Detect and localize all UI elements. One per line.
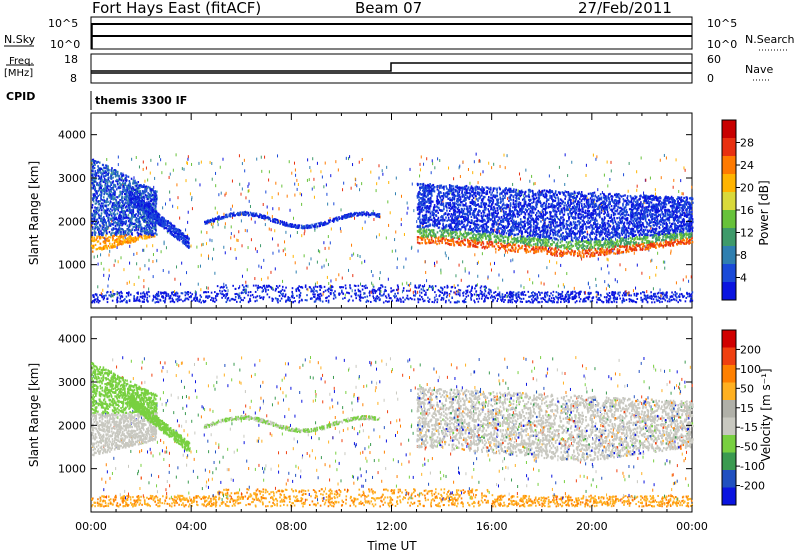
- power-ytick-2: 3000: [58, 172, 86, 185]
- power-cbar-swatch-3: [722, 228, 736, 246]
- velocity-cbar-swatch-6: [722, 382, 736, 400]
- velocity-cbar-tick-0: 200: [740, 343, 761, 356]
- power-cbar-swatch-5: [722, 192, 736, 210]
- xtick-6: 00:00: [676, 520, 708, 533]
- velocity-cbar-swatch-8: [722, 347, 736, 365]
- power-field: [91, 152, 694, 304]
- velocity-ytick-1: 2000: [58, 419, 86, 432]
- power-panel: 1000 2000 3000 4000 Slant Range [km]: [27, 112, 694, 309]
- freq-label: Freq.: [9, 56, 34, 67]
- freq-unit: [MHz]: [4, 68, 33, 79]
- power-cbar-swatch-7: [722, 156, 736, 174]
- power-ylabel: Slant Range [km]: [27, 161, 41, 265]
- xtick-1: 04:00: [175, 520, 207, 533]
- power-cbar-swatch-4: [722, 210, 736, 228]
- nsky-panel: 10^5 10^0 10^5 10^0 N.Sky N.Search: [4, 16, 795, 51]
- nave-label: Nave: [745, 63, 773, 76]
- power-ytick-3: 4000: [58, 129, 86, 142]
- power-cbar-tick-4: 20: [740, 182, 754, 195]
- velocity-cbar-label: Velocity [m s⁻¹]: [759, 368, 773, 461]
- xtick-2: 08:00: [275, 520, 307, 533]
- velocity-cbar-tick-5: -50: [740, 441, 758, 454]
- nsky-label: N.Sky: [4, 33, 36, 46]
- velocity-ytick-2: 3000: [58, 376, 86, 389]
- power-cbar-swatch-8: [722, 138, 736, 156]
- cpid-panel: CPID themis 3300 IF: [6, 90, 187, 110]
- velocity-cbar-tick-4: -15: [740, 421, 758, 434]
- velocity-cbar-tick-7: -200: [740, 480, 765, 493]
- velocity-cbar-swatch-4: [722, 417, 736, 435]
- power-colorbar: 4 8 12 16 20 24 28 Power [dB]: [721, 119, 771, 301]
- nsearch-label: N.Search: [745, 33, 795, 46]
- velocity-field: [91, 356, 694, 508]
- velocity-cbar-swatch-5: [722, 400, 736, 418]
- power-cbar-tick-6: 28: [740, 137, 754, 150]
- xtick-5: 20:00: [576, 520, 608, 533]
- velocity-panel: 1000 2000 3000 4000 Slant Range [km]: [27, 316, 694, 513]
- freq-tick-lo: 8: [70, 72, 77, 85]
- freq-tick-hi: 18: [64, 53, 78, 66]
- nsky-tick-lo: 10^0: [50, 38, 80, 51]
- power-cbar-swatch-0: [722, 282, 736, 300]
- nsky-tick-hi: 10^5: [48, 17, 78, 30]
- velocity-cbar-swatch-1: [722, 470, 736, 488]
- nave-tick-lo: 0: [707, 72, 714, 85]
- power-cbar-tick-1: 8: [740, 249, 747, 262]
- xtick-4: 16:00: [476, 520, 508, 533]
- velocity-colorbar: 200 100 50 15 -15 -50 -100 -200 Velocity [m s⁻¹…: [721, 329, 773, 506]
- nsearch-tick-hi: 10^5: [707, 17, 737, 30]
- xtick-0: 00:00: [75, 520, 107, 533]
- power-cbar-swatch-1: [722, 264, 736, 282]
- power-cbar-label: Power [dB]: [757, 180, 771, 245]
- cpid-label: CPID: [6, 90, 35, 103]
- freq-panel: 18 8 60 0 Freq. [MHz] Nave: [4, 53, 773, 85]
- velocity-cbar-swatch-2: [722, 452, 736, 470]
- velocity-cbar-tick-6: -100: [740, 460, 765, 473]
- power-ytick-0: 1000: [58, 259, 86, 272]
- velocity-ytick-3: 4000: [58, 333, 86, 346]
- velocity-cbar-swatch-0: [722, 487, 736, 505]
- beam-title: Beam 07: [355, 0, 422, 17]
- power-cbar-tick-0: 4: [740, 272, 747, 285]
- xtick-3: 12:00: [376, 520, 408, 533]
- power-cbar-tick-5: 24: [740, 159, 754, 172]
- power-cbar-swatch-9: [722, 120, 736, 138]
- velocity-cbar-tick-2: 50: [740, 382, 754, 395]
- velocity-ylabel: Slant Range [km]: [27, 363, 41, 467]
- power-cbar-swatch-2: [722, 246, 736, 264]
- velocity-cbar-swatch-7: [722, 365, 736, 383]
- velocity-cbar-tick-1: 100: [740, 363, 761, 376]
- power-cbar-tick-2: 12: [740, 227, 754, 240]
- x-axis: 00:00 04:00 08:00 12:00 16:00 20:00 00:00: [75, 520, 708, 533]
- nsearch-tick-lo: 10^0: [707, 38, 737, 51]
- velocity-cbar-swatch-9: [722, 330, 736, 348]
- station-title: Fort Hays East (fitACF): [92, 0, 261, 17]
- velocity-cbar-swatch-3: [722, 435, 736, 453]
- cpid-value: themis 3300 IF: [95, 94, 187, 107]
- x-axis-label: Time UT: [366, 539, 417, 553]
- nave-tick-hi: 60: [707, 53, 721, 66]
- velocity-cbar-tick-3: 15: [740, 402, 754, 415]
- velocity-ytick-0: 1000: [58, 463, 86, 476]
- power-ytick-1: 2000: [58, 215, 86, 228]
- date-title: 27/Feb/2011: [578, 0, 672, 17]
- power-cbar-tick-3: 16: [740, 204, 754, 217]
- power-cbar-swatch-6: [722, 174, 736, 192]
